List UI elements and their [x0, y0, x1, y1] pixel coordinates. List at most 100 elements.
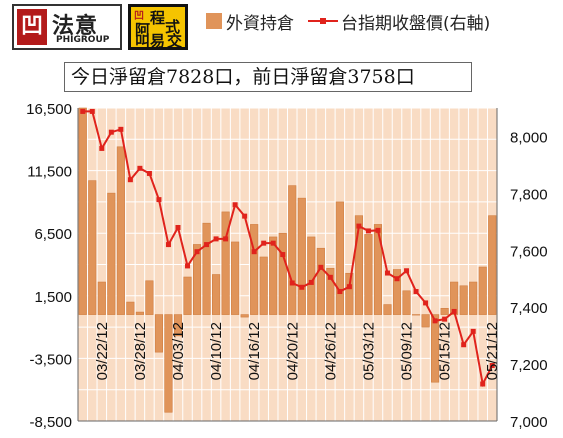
line-point	[442, 316, 448, 322]
line-point	[146, 170, 152, 176]
brand-name: 法意	[52, 14, 99, 39]
brand-seal: 凹	[17, 9, 47, 45]
legend-line-label: 台指期收盤價(右軸)	[341, 13, 491, 34]
line-point	[204, 242, 210, 248]
line-point	[461, 342, 467, 348]
line-point	[261, 240, 267, 246]
bar	[183, 276, 192, 315]
bar	[411, 314, 421, 316]
line-point	[270, 240, 276, 246]
line-point	[280, 252, 286, 258]
line-point	[99, 145, 105, 151]
left-axis-tick-label: 16,500	[26, 101, 72, 118]
bar	[364, 234, 373, 315]
line-point	[356, 223, 362, 229]
x-axis-tick-label: 05/09/12	[399, 322, 416, 380]
x-axis-tick-label: 04/16/12	[246, 322, 263, 380]
line-point	[489, 363, 495, 369]
bar	[88, 180, 97, 315]
bar	[383, 304, 392, 315]
bar	[345, 272, 354, 315]
badge-char: 叫	[135, 32, 151, 50]
x-axis: 03/22/12 03/28/12 04/03/12 04/10/12 04/16/12…	[94, 322, 501, 380]
bar	[192, 244, 202, 315]
line-point	[432, 318, 438, 324]
line-point	[308, 279, 314, 285]
bar	[469, 281, 478, 315]
bar	[212, 274, 221, 315]
bar	[326, 267, 335, 315]
line-point	[242, 213, 248, 219]
bar	[354, 215, 363, 315]
line-point	[251, 249, 257, 255]
bar	[488, 215, 497, 315]
bar	[250, 224, 259, 315]
bar	[202, 222, 211, 315]
x-axis-tick-label: 04/03/12	[170, 322, 187, 380]
x-axis-tick-label: 05/15/12	[437, 322, 454, 380]
x-axis-tick-label: 04/20/12	[284, 322, 301, 380]
bar	[221, 211, 230, 315]
line-point	[156, 197, 162, 203]
line-point	[327, 274, 333, 280]
bar-series	[78, 107, 497, 413]
left-axis-tick-label: -3,500	[29, 351, 72, 368]
bar	[154, 314, 164, 353]
badge-char: 程	[150, 9, 166, 27]
bar	[116, 146, 125, 315]
line-point	[394, 276, 400, 282]
legend-bar-label: 外資持倉	[226, 13, 294, 34]
line-point	[80, 108, 86, 114]
line-point	[375, 227, 381, 233]
badge-mark: 凹	[134, 11, 144, 22]
badge-logo: 凹 程 阿 式 叫 易 交	[128, 4, 188, 50]
bar	[173, 314, 183, 337]
badge-char: 易	[150, 32, 166, 50]
x-axis-tick-label: 04/10/12	[208, 322, 225, 380]
line-point	[137, 165, 143, 171]
line-point	[213, 236, 219, 242]
x-axis-tick-label: 04/26/12	[322, 322, 339, 380]
badge-char: 阿	[135, 21, 151, 39]
bar	[126, 301, 135, 315]
legend: 外資持倉 台指期收盤價(右軸)	[206, 10, 491, 34]
line-point	[289, 280, 295, 286]
bar	[459, 285, 468, 315]
line-point	[451, 308, 457, 314]
brand-sub: PHIGROUP	[56, 35, 110, 45]
right-axis-tick-label: 7,600	[510, 243, 548, 260]
left-axis-tick-label: 6,500	[34, 226, 72, 243]
line-point	[232, 202, 238, 208]
bar	[431, 314, 440, 383]
bar	[145, 280, 154, 315]
bar	[135, 311, 144, 315]
left-axis-tick-label: -8,500	[29, 414, 72, 431]
bar	[78, 107, 87, 315]
line-point	[480, 381, 486, 387]
badge-inner: 凹 程 阿 式 叫 易 交	[131, 7, 185, 50]
line-point	[318, 264, 324, 270]
left-axis-tick-label: 1,500	[34, 289, 72, 306]
line-point	[384, 270, 390, 276]
bar	[269, 236, 278, 315]
bar	[392, 269, 402, 315]
legend-bar-swatch	[206, 13, 222, 29]
bar	[231, 241, 240, 315]
x-axis-tick-label: 05/03/12	[360, 322, 377, 380]
line-point	[423, 300, 429, 306]
legend-line-swatch	[308, 13, 338, 29]
x-axis-tick-label: 03/28/12	[132, 322, 149, 380]
bar	[440, 308, 449, 315]
line-point	[470, 328, 476, 334]
line-point	[404, 268, 410, 274]
bar	[259, 256, 268, 315]
bar	[421, 314, 430, 328]
bar	[478, 266, 487, 315]
bar	[164, 314, 173, 413]
line-point	[299, 284, 305, 290]
right-axis-tick-label: 7,400	[510, 300, 548, 317]
line-point	[413, 289, 419, 295]
right-axis-tick-label: 7,800	[510, 186, 548, 203]
line-point	[346, 284, 352, 290]
line-point	[89, 108, 95, 114]
